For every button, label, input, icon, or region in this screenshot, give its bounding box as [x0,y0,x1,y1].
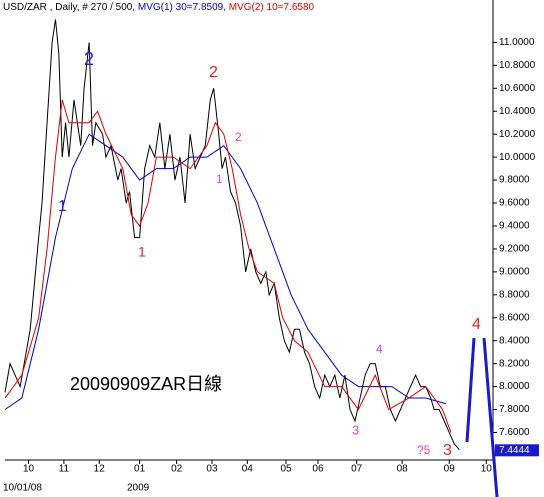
y-tick-label: 8.0000 [499,381,530,392]
y-tick-label: 9.6000 [499,198,530,209]
y-tick-label: 7.6000 [499,427,530,438]
title-text: USD/ZAR , Daily, # 270 / 500, [3,2,135,13]
caption: 20090909ZAR日線 [70,374,222,394]
forecast-line [465,337,476,443]
wave-label: 2 [235,130,242,144]
y-tick-label: 9.8000 [499,175,530,186]
y-tick-label: 8.8000 [499,289,530,300]
wave-label: 4 [376,342,383,356]
wave-label: ?5 [417,443,431,457]
y-tick-label: 9.0000 [499,266,530,277]
x-tick-label: 06 [312,464,324,475]
y-tick-label: 9.2000 [499,244,530,255]
x-tick-label: 04 [242,464,254,475]
last-price-label: 7.4444 [499,445,530,456]
wave-label: 3 [443,442,452,459]
x-tick-label: 07 [351,464,363,475]
x-tick-label: 01 [134,464,146,475]
y-tick-label: 9.4000 [499,221,530,232]
y-tick-label: 8.4000 [499,335,530,346]
x-tick-label: 09 [444,464,456,475]
last-price-box [495,444,539,457]
forecast-line [482,337,499,497]
y-tick-label: 10.8000 [499,60,536,71]
wave-label: 3 [352,422,359,437]
y-tick-label: 10.2000 [499,129,536,140]
x-tick-label: 10 [481,464,493,475]
wave-label: 1 [58,198,67,215]
start-date: 10/01/08 [3,483,42,494]
year-label: 2009 [127,483,150,494]
x-tick-label: 12 [94,464,106,475]
y-tick-label: 8.2000 [499,358,530,369]
wave-label: 4 [472,316,481,333]
chart-title: USD/ZAR , Daily, # 270 / 500, MVG(1) 30=… [3,2,315,13]
x-tick-label: 05 [280,464,292,475]
y-tick-label: 7.8000 [499,404,530,415]
wave-label: 2 [209,64,218,81]
y-tick-label: 10.4000 [499,106,536,117]
x-tick-label: 08 [397,464,409,475]
wave-label: 1 [216,172,223,186]
x-tick-label: 03 [206,464,218,475]
y-tick-label: 10.0000 [499,152,536,163]
legend-entry: MVG(1) 30=7.8509, [138,2,226,13]
x-tick-label: 11 [59,464,70,475]
y-tick-label: 10.6000 [499,83,536,94]
y-tick-label: 11.0000 [499,37,535,48]
x-tick-label: 02 [171,464,183,475]
plot: 7.6000 7.8000 8.0000 8.2000 8.4000 8.6000 8.80… [4,19,539,475]
price-line [4,99,452,433]
x-tick-label: 10 [23,464,35,475]
y-tick-label: 8.6000 [499,312,530,323]
wave-label: 2 [84,49,94,69]
wave-label: 1 [138,244,146,260]
legend-entry: MVG(2) 10=7.6580 [229,2,315,13]
